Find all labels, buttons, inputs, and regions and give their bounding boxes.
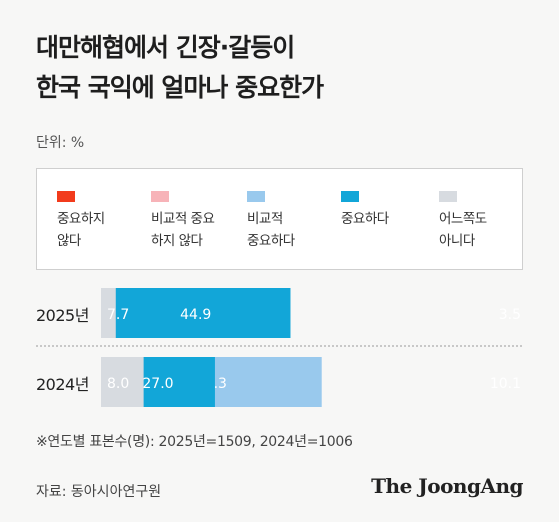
legend-label: 중요하다: [341, 211, 389, 227]
bar-neither-0: [101, 288, 116, 338]
legend-label: 중요하지 않다: [57, 211, 105, 249]
data-label-important-0: 44.9: [180, 307, 211, 323]
brand-logo: The JoongAng: [371, 474, 523, 498]
title-line-2: 한국 국익에 얼마나 중요한가: [36, 73, 324, 102]
legend-label: 어느쪽도 아니다: [439, 211, 487, 249]
group-label-1: 8.0: [107, 376, 129, 392]
title-line-1: 대만해협에서 긴장·갈등이: [36, 33, 295, 62]
legend-swatch: [439, 191, 457, 202]
row-label-2025: 2025년: [36, 306, 89, 325]
legend-item-not-important: 중요하지 않다: [57, 191, 105, 252]
row-label-2024: 2024년: [36, 375, 89, 394]
legend-swatch: [341, 191, 359, 202]
bar-important-0: [101, 288, 291, 338]
group-label-0: 7.7: [107, 307, 129, 323]
legend-swatch: [247, 191, 265, 202]
legend-item-somewhat-important: 비교적 중요하다: [247, 191, 295, 252]
legend-item-neither: 어느쪽도 아니다: [439, 191, 487, 252]
source-note: 자료: 동아시아연구원: [36, 484, 162, 500]
data-label-neither-1: 10.1: [490, 376, 521, 392]
bars-group: 1.442.644.93.57.72.652.327.010.18.0: [101, 288, 521, 407]
unit-label: 단위: %: [36, 135, 85, 151]
legend-item-somewhat-not-important: 비교적 중요 하지 않다: [151, 191, 215, 252]
legend-swatch: [151, 191, 169, 202]
chart-title: 대만해협에서 긴장·갈등이 한국 국익에 얼마나 중요한가: [36, 28, 324, 108]
legend-label: 비교적 중요 하지 않다: [151, 211, 215, 249]
sample-size-note: ※연도별 표본수(명): 2025년=1509, 2024년=1006: [36, 434, 353, 450]
legend-swatch: [57, 191, 75, 202]
legend: 중요하지 않다 비교적 중요 하지 않다 비교적 중요하다 중요하다 어느쪽도 …: [36, 168, 523, 270]
data-label-neither-0: 3.5: [499, 307, 521, 323]
legend-item-important: 중요하다: [341, 191, 389, 230]
legend-label: 비교적 중요하다: [247, 211, 295, 249]
data-label-important-1: 27.0: [142, 376, 173, 392]
bar-neither-1: [101, 357, 144, 407]
